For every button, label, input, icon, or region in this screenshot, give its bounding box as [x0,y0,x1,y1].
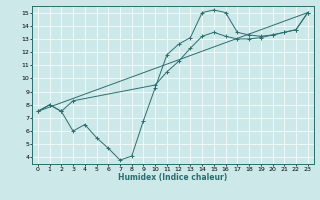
X-axis label: Humidex (Indice chaleur): Humidex (Indice chaleur) [118,173,228,182]
